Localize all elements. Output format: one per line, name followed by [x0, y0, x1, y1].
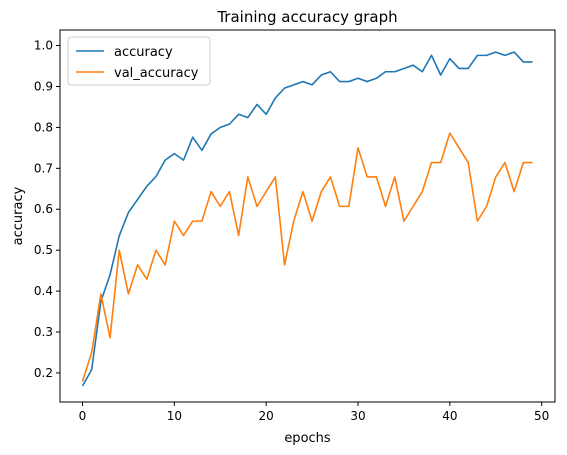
y-tick-label: 0.8 [34, 120, 53, 134]
x-tick-label: 50 [534, 409, 549, 423]
legend-label: accuracy [114, 45, 173, 60]
y-tick-label: 0.3 [34, 325, 53, 339]
legend-box [67, 36, 211, 86]
x-tick-label: 40 [442, 409, 457, 423]
y-tick-label: 0.7 [34, 161, 53, 175]
series-line-accuracy [81, 51, 533, 387]
y-tick-label: 0.9 [34, 79, 53, 93]
x-axis: 0 10 20 30 40 50 [79, 402, 549, 423]
y-axis: 0.2 0.3 0.4 0.5 0.6 0.7 0.8 0.9 1.0 [34, 39, 60, 380]
y-axis-title: accuracy [11, 186, 26, 245]
series-line-val-accuracy [81, 132, 533, 382]
y-tick-label: 0.5 [34, 243, 53, 257]
y-tick-label: 1.0 [34, 39, 53, 53]
x-tick-label: 10 [167, 409, 182, 423]
plot-frame [59, 29, 556, 403]
legend-label: val_accuracy [114, 66, 199, 81]
chart-title: Training accuracy graph [216, 8, 397, 26]
y-tick-label: 0.4 [34, 284, 53, 298]
y-tick-label: 0.6 [34, 202, 53, 216]
x-tick-label: 0 [79, 409, 87, 423]
x-tick-label: 20 [259, 409, 274, 423]
y-tick-label: 0.2 [34, 366, 53, 380]
legend: accuracy val_accuracy [67, 36, 211, 86]
x-tick-label: 30 [350, 409, 365, 423]
plot-area [81, 51, 533, 387]
x-axis-title: epochs [284, 431, 331, 446]
